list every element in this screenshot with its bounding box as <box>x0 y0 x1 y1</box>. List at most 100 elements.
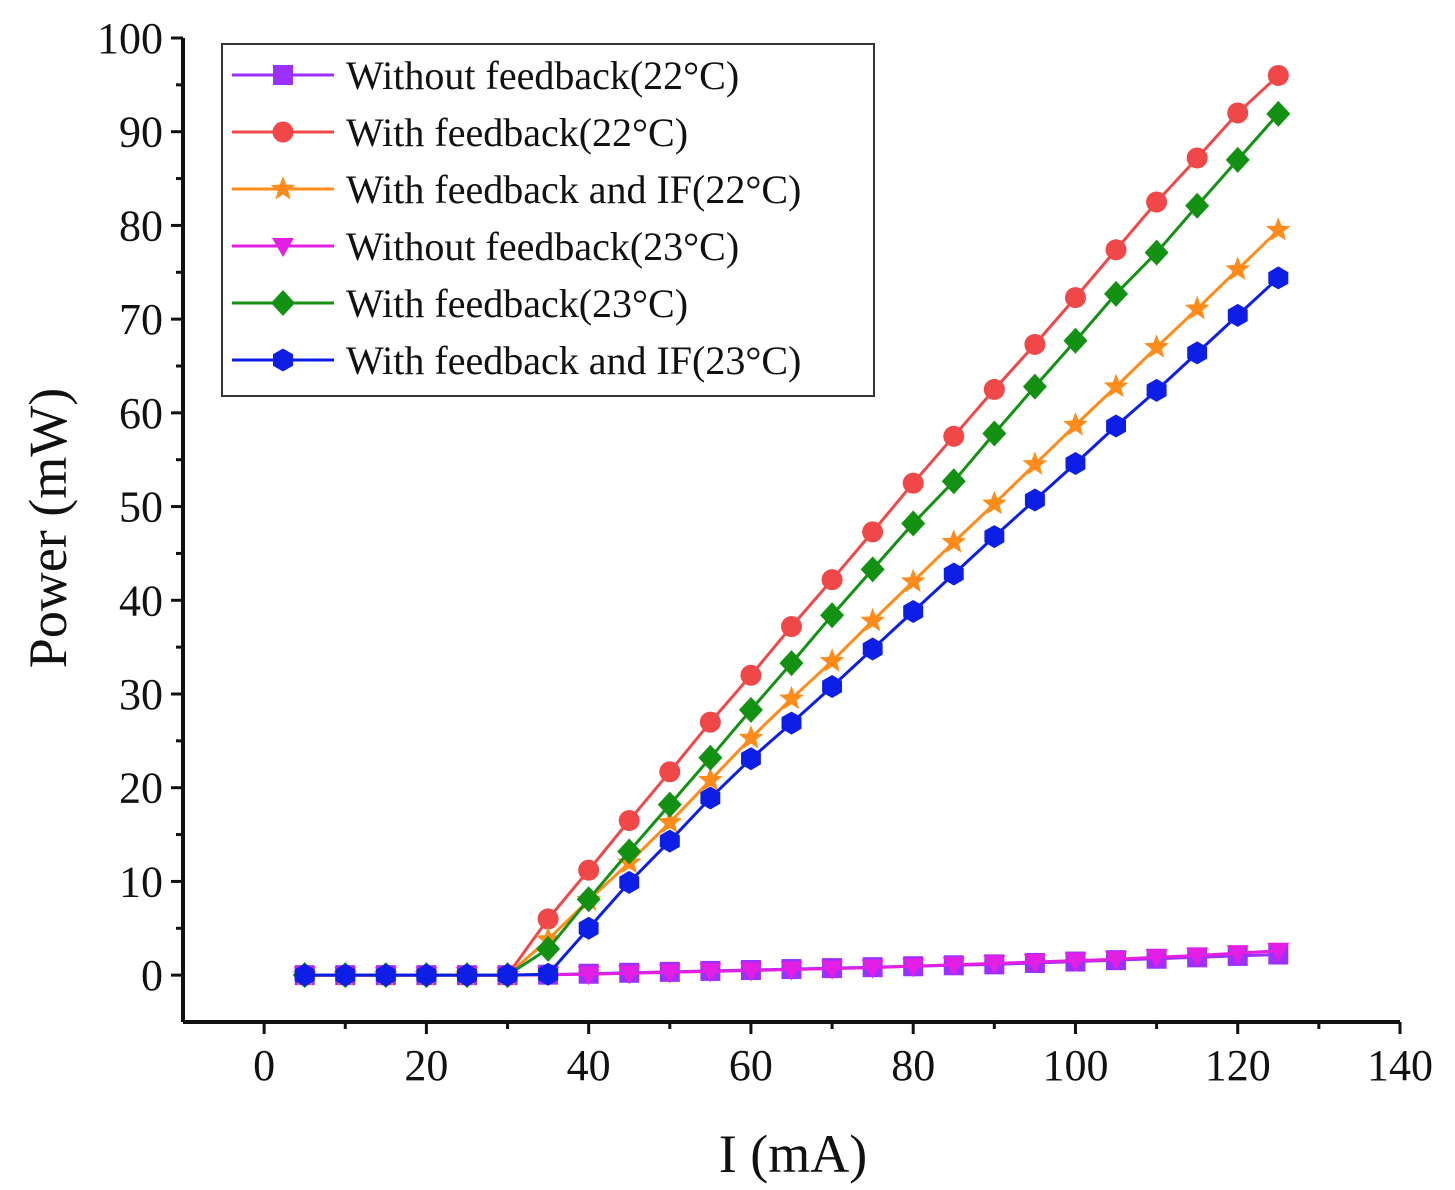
data-point <box>375 963 396 987</box>
data-point <box>902 958 925 978</box>
data-point <box>1063 412 1088 436</box>
data-point <box>739 962 762 982</box>
y-axis-title: Power (mW) <box>18 388 78 668</box>
data-point <box>1022 373 1047 400</box>
data-point <box>1225 256 1251 280</box>
data-point <box>1267 64 1289 86</box>
data-point <box>738 696 763 723</box>
data-point <box>821 569 843 591</box>
data-point <box>578 859 600 881</box>
data-point <box>941 468 966 495</box>
data-point <box>1145 949 1168 969</box>
legend-marker <box>273 348 293 372</box>
data-point <box>699 711 721 733</box>
legend-marker <box>271 290 295 316</box>
data-point <box>822 675 842 698</box>
data-point <box>820 602 845 629</box>
legend-label: With feedback and IF(23°C) <box>346 338 801 383</box>
data-point <box>1186 147 1208 169</box>
legend-item-3: With feedback and IF(22°C) <box>232 167 801 212</box>
data-point <box>779 650 804 677</box>
data-point <box>862 521 884 543</box>
data-point <box>1106 414 1126 438</box>
data-point <box>1227 303 1248 327</box>
data-point <box>1146 191 1168 213</box>
x-tick-label-120: 120 <box>1205 1041 1271 1090</box>
axis-tick-labels: 0 20 40 60 80 100 120 140 0 10 20 30 40 50 60 70 80 90 100 <box>97 14 1433 1090</box>
data-point <box>1063 327 1088 354</box>
x-tick-label-0: 0 <box>253 1041 275 1090</box>
legend-marker <box>270 176 296 200</box>
data-point <box>903 600 924 623</box>
data-point <box>618 965 641 985</box>
data-point <box>861 959 884 979</box>
y-tick-label-40: 40 <box>119 576 163 625</box>
data-point <box>1144 334 1169 358</box>
data-point <box>740 664 762 686</box>
data-point <box>1024 333 1046 355</box>
data-point <box>900 568 926 593</box>
y-tick-label-80: 80 <box>119 201 163 250</box>
data-point <box>1103 373 1129 398</box>
data-point <box>578 916 599 940</box>
data-point <box>860 607 885 632</box>
data-point <box>659 829 680 853</box>
data-point <box>982 420 1007 447</box>
series-6 <box>294 266 1289 987</box>
x-tick-label-20: 20 <box>404 1041 448 1090</box>
data-point <box>335 963 356 987</box>
data-point <box>1105 951 1128 971</box>
data-point <box>781 711 802 735</box>
data-point <box>1184 295 1210 320</box>
x-tick-label-80: 80 <box>891 1041 935 1090</box>
data-point <box>1146 378 1167 402</box>
data-point <box>699 963 722 983</box>
legend-box <box>221 43 875 397</box>
data-point <box>657 809 683 833</box>
y-tick-label-30: 30 <box>119 670 163 719</box>
y-tick-label-0: 0 <box>141 951 163 1000</box>
legend-item-2: With feedback(22°C) <box>232 110 688 155</box>
data-point <box>1024 488 1045 512</box>
series-layer <box>292 64 1291 989</box>
legend-label: Without feedback(23°C) <box>346 224 739 269</box>
data-point <box>781 616 802 638</box>
data-point <box>1267 942 1290 962</box>
axis-ticks <box>171 36 1402 1034</box>
legend: Without feedback(22°C) With feedback(22°C… <box>221 43 875 397</box>
data-point <box>659 761 681 783</box>
data-point <box>700 786 721 810</box>
data-point <box>942 956 965 976</box>
data-point <box>538 962 559 986</box>
data-point <box>1268 266 1289 290</box>
data-point <box>416 963 437 987</box>
y-tick-label-20: 20 <box>119 764 163 813</box>
data-point <box>294 963 315 987</box>
legend-marker <box>272 121 294 143</box>
data-point <box>901 510 926 537</box>
data-point <box>457 963 477 987</box>
data-point <box>536 935 561 962</box>
data-point <box>860 556 885 583</box>
data-point <box>821 960 844 980</box>
data-point <box>779 685 804 710</box>
data-point <box>698 744 723 771</box>
legend-item-5: With feedback(23°C) <box>232 281 688 326</box>
legend-marker <box>272 238 294 257</box>
data-point <box>1226 945 1249 965</box>
data-point <box>618 810 640 832</box>
data-point <box>1185 192 1210 219</box>
y-tick-label-90: 90 <box>119 108 163 157</box>
data-point <box>1064 952 1087 972</box>
legend-marker <box>273 65 293 85</box>
data-point <box>1266 100 1291 127</box>
data-point <box>943 425 965 447</box>
y-tick-label-70: 70 <box>119 295 163 344</box>
data-point <box>497 963 518 987</box>
data-point <box>1064 287 1086 309</box>
data-point <box>1265 217 1291 241</box>
y-tick-label-60: 60 <box>119 389 163 438</box>
legend-label: Without feedback(22°C) <box>346 53 739 98</box>
data-point <box>1186 947 1209 967</box>
